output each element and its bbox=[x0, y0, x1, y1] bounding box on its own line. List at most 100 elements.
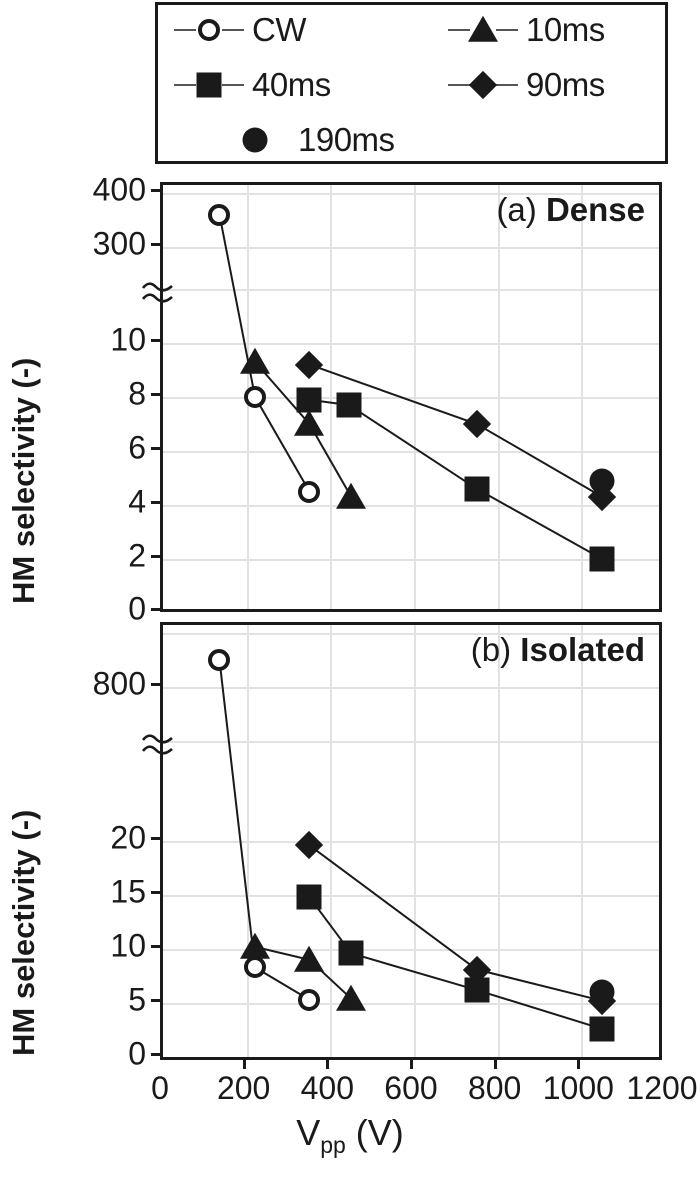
marker-diam-fill-icon bbox=[468, 70, 498, 100]
legend-line-segment bbox=[222, 84, 244, 86]
x-tick-mark bbox=[577, 1060, 581, 1069]
gridline-vertical bbox=[414, 185, 416, 609]
legend-symbol bbox=[218, 123, 292, 157]
legend-line-segment bbox=[174, 29, 196, 31]
gridline-horizontal bbox=[163, 895, 659, 897]
legend-symbol bbox=[172, 13, 246, 47]
marker-tri-fill-icon bbox=[294, 409, 325, 436]
panel-label: (b) bbox=[470, 631, 521, 668]
marker-tri-fill-icon bbox=[240, 347, 271, 374]
series-lines bbox=[218, 214, 603, 560]
y-tick-label: 5 bbox=[128, 981, 146, 1018]
legend-line-segment bbox=[448, 29, 470, 31]
x-axis-title: Vpp (V) bbox=[0, 1112, 700, 1159]
chart-panel-isolated: (b) Isolated bbox=[160, 622, 662, 1060]
gridline-vertical bbox=[581, 625, 584, 1057]
panel-label: (a) bbox=[496, 191, 546, 228]
chart-panel-dense: (a) Dense bbox=[160, 182, 662, 612]
legend-box: CW 10ms 40ms 90ms 190ms bbox=[155, 2, 668, 164]
marker-tri-fill-icon bbox=[336, 984, 367, 1011]
marker-tri-fill-icon bbox=[294, 945, 325, 972]
x-tick-mark bbox=[242, 1060, 246, 1069]
gridline-horizontal bbox=[163, 247, 659, 249]
y-tick-mark bbox=[151, 189, 160, 192]
y-tick-mark bbox=[151, 339, 160, 342]
marker-circle-open-icon bbox=[244, 956, 267, 979]
y-axis-title-dense: HM selectivity (-) bbox=[6, 357, 41, 604]
legend-item-cw[interactable]: CW bbox=[172, 11, 306, 49]
gridline-horizontal bbox=[163, 397, 659, 399]
x-title-unit: (V) bbox=[345, 1112, 404, 1153]
gridline-vertical bbox=[330, 625, 333, 1057]
series-line-40ms bbox=[308, 896, 603, 1030]
y-tick-mark bbox=[151, 501, 160, 504]
gridline-horizontal bbox=[163, 505, 659, 507]
y-tick-label: 4 bbox=[128, 483, 146, 520]
gridline-vertical bbox=[581, 185, 584, 609]
x-title-symbol: V bbox=[296, 1112, 321, 1153]
gridline-vertical bbox=[330, 185, 333, 609]
gridline-horizontal bbox=[163, 949, 659, 951]
marker-circle-open-icon bbox=[198, 19, 220, 41]
panel-name: Dense bbox=[545, 191, 645, 228]
legend-item-10ms[interactable]: 10ms bbox=[446, 11, 605, 49]
marker-circle-fill-icon bbox=[242, 127, 268, 153]
marker-tri-fill-icon bbox=[240, 932, 271, 959]
y-tick-mark bbox=[151, 447, 160, 450]
series-lines bbox=[218, 659, 603, 1030]
gridline-vertical bbox=[246, 625, 249, 1057]
gridline-horizontal bbox=[163, 193, 659, 195]
legend-line-segment bbox=[174, 84, 196, 86]
marker-square-fill-icon bbox=[296, 884, 322, 910]
gridline-horizontal bbox=[163, 687, 659, 689]
legend-label: 40ms bbox=[252, 66, 331, 103]
x-tick-label: 0 bbox=[151, 1070, 169, 1106]
gridline-horizontal bbox=[163, 633, 659, 635]
marker-circle-open-icon bbox=[244, 386, 267, 408]
y-tick-mark bbox=[151, 945, 160, 948]
y-tick-label: 10 bbox=[110, 927, 146, 964]
legend-item-40ms[interactable]: 40ms bbox=[172, 66, 331, 104]
gridline-vertical bbox=[497, 185, 500, 609]
y-tick-label: 10 bbox=[110, 321, 146, 358]
y-tick-label: 20 bbox=[110, 819, 146, 856]
marker-circle-open-icon bbox=[298, 480, 321, 503]
marker-circle-open-icon bbox=[298, 988, 321, 1011]
gridline-horizontal bbox=[163, 741, 659, 743]
y-tick-label: 0 bbox=[128, 590, 146, 627]
legend-item-190ms[interactable]: 190ms bbox=[218, 121, 395, 159]
gridline-horizontal bbox=[163, 451, 659, 453]
gridline-vertical bbox=[414, 625, 416, 1057]
series-line-90ms bbox=[308, 844, 603, 1002]
legend-label: 10ms bbox=[526, 11, 605, 48]
x-tick-label: 400 bbox=[300, 1070, 355, 1106]
series-line-40ms bbox=[309, 398, 603, 560]
y-tick-label: 400 bbox=[92, 171, 146, 208]
x-tick-label: 200 bbox=[216, 1070, 271, 1106]
y-tick-mark bbox=[151, 837, 160, 840]
marker-circle-open-icon bbox=[208, 203, 231, 226]
y-tick-label: 8 bbox=[128, 375, 146, 412]
legend-line-segment bbox=[448, 84, 470, 86]
legend-symbol bbox=[446, 13, 520, 47]
marker-square-fill-icon bbox=[338, 940, 364, 966]
panel-caption-a: (a) Dense bbox=[496, 191, 645, 229]
legend-label: 90ms bbox=[526, 66, 605, 103]
legend-item-90ms[interactable]: 90ms bbox=[446, 66, 605, 104]
marker-square-fill-icon bbox=[196, 72, 222, 98]
x-title-subscript: pp bbox=[320, 1132, 346, 1159]
series-line-90ms bbox=[309, 363, 603, 498]
marker-square-fill-icon bbox=[589, 546, 615, 572]
marker-square-fill-icon bbox=[296, 387, 322, 413]
x-tick-label: 1000 bbox=[542, 1070, 614, 1106]
y-tick-mark bbox=[151, 555, 160, 558]
x-tick-label: 800 bbox=[467, 1070, 522, 1106]
y-tick-mark bbox=[151, 243, 160, 246]
y-tick-mark bbox=[151, 1053, 160, 1056]
x-tick-mark bbox=[410, 1060, 413, 1069]
legend-line-segment bbox=[496, 29, 518, 31]
gridline-horizontal bbox=[163, 841, 659, 843]
axis-break-icon bbox=[141, 278, 176, 308]
y-tick-mark bbox=[151, 999, 160, 1002]
gridline-horizontal bbox=[163, 559, 659, 561]
